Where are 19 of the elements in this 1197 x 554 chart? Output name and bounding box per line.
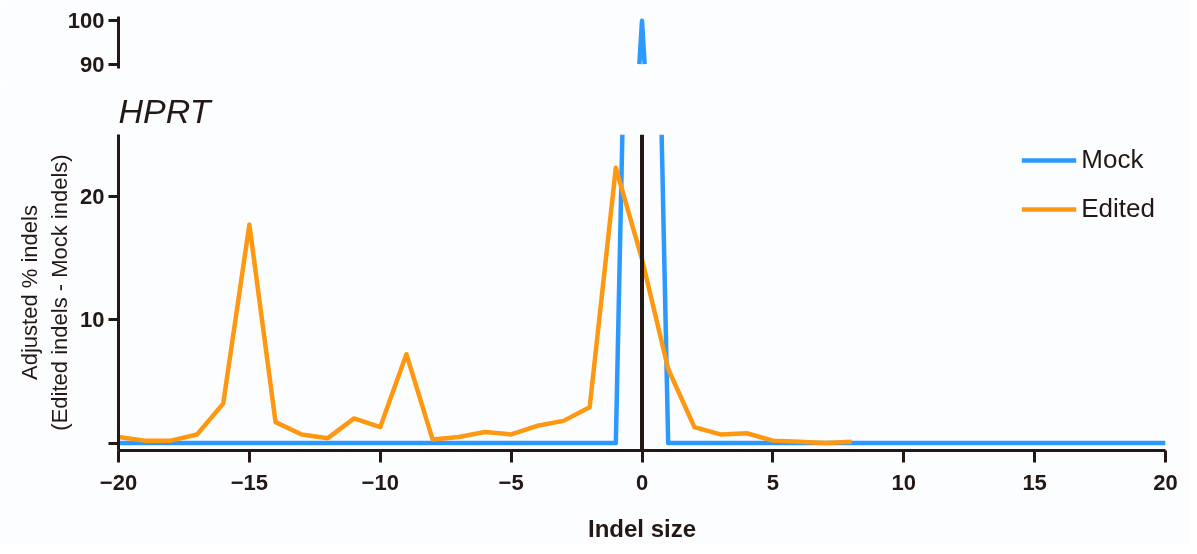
legend-label: Mock <box>1081 144 1144 175</box>
y-tick-label: 100 <box>67 8 105 34</box>
x-tick-label: 10 <box>891 469 916 495</box>
x-tick-label: 20 <box>1153 469 1178 495</box>
x-tick-label: −5 <box>498 469 524 495</box>
x-tick-label: −15 <box>230 469 269 495</box>
y-tick-label: 20 <box>80 183 105 209</box>
line-series <box>118 165 854 446</box>
x-tick-label: 0 <box>635 469 649 495</box>
y-tick-label: 10 <box>80 307 105 333</box>
x-tick-label: 5 <box>766 469 780 495</box>
x-tick-label: −10 <box>361 469 399 495</box>
x-axis-title: Indel size <box>587 514 697 542</box>
y-tick-label: 90 <box>80 51 105 77</box>
y-axis-title: Adjusted % indels (Edited indels - Mock indels) <box>17 154 73 431</box>
x-tick-label: −20 <box>99 469 138 495</box>
chart-title: HPRT <box>118 91 213 130</box>
x-tick-label: 15 <box>1022 469 1047 495</box>
legend-label: Edited <box>1081 193 1155 224</box>
